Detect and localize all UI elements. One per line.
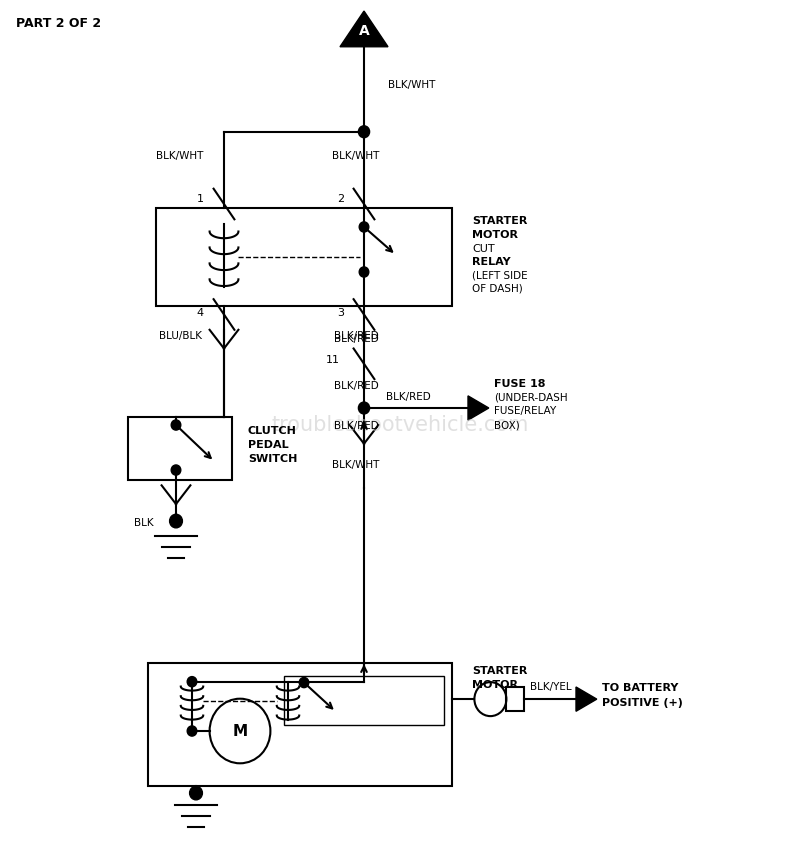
Text: FUSE/RELAY: FUSE/RELAY [494, 406, 557, 416]
Polygon shape [468, 396, 489, 420]
Text: BLK/WHT: BLK/WHT [332, 150, 380, 161]
Text: MOTOR: MOTOR [472, 680, 518, 690]
Text: BLK/WHT: BLK/WHT [332, 460, 380, 470]
Text: CUT: CUT [472, 244, 494, 253]
Text: A: A [358, 24, 370, 37]
Circle shape [170, 514, 182, 528]
Text: CLUTCH: CLUTCH [248, 427, 297, 436]
Text: (UNDER-DASH: (UNDER-DASH [494, 393, 568, 403]
Text: 4: 4 [197, 308, 204, 318]
Text: PART 2 OF 2: PART 2 OF 2 [16, 17, 101, 30]
Circle shape [358, 402, 370, 414]
Circle shape [359, 222, 369, 232]
Circle shape [187, 677, 197, 687]
Bar [506, 687, 524, 711]
Text: 2: 2 [337, 194, 344, 204]
Text: BLK: BLK [134, 518, 154, 528]
Text: BLK/WHT: BLK/WHT [156, 150, 204, 161]
Text: BLK/RED: BLK/RED [334, 331, 378, 341]
Bar [284, 676, 444, 724]
Bar [148, 663, 452, 786]
Circle shape [190, 786, 202, 800]
Polygon shape [576, 687, 597, 711]
Text: MOTOR: MOTOR [472, 230, 518, 240]
Text: OF DASH): OF DASH) [472, 284, 522, 293]
Text: BLK/RED: BLK/RED [334, 381, 378, 391]
Text: SWITCH: SWITCH [248, 454, 298, 463]
Text: 11: 11 [326, 355, 340, 366]
Circle shape [358, 126, 370, 138]
Text: PEDAL: PEDAL [248, 440, 289, 450]
Circle shape [171, 465, 181, 475]
Text: troubleshootvehicle.com: troubleshootvehicle.com [271, 415, 529, 435]
Text: BLK/RED: BLK/RED [334, 334, 378, 344]
Text: POSITIVE (+): POSITIVE (+) [602, 698, 683, 707]
Circle shape [299, 677, 309, 688]
Text: 3: 3 [337, 308, 344, 318]
Text: FUSE 18: FUSE 18 [494, 379, 546, 389]
Text: STARTER: STARTER [472, 666, 527, 677]
Text: RELAY: RELAY [472, 258, 510, 267]
Circle shape [171, 420, 181, 430]
Text: BLK/YEL: BLK/YEL [530, 683, 572, 692]
Circle shape [187, 726, 197, 736]
Text: BLK/RED: BLK/RED [386, 392, 430, 402]
Text: BLK/RED: BLK/RED [334, 421, 378, 431]
Bar [128, 416, 232, 480]
Text: 1: 1 [197, 194, 204, 204]
Circle shape [359, 267, 369, 277]
Text: TO BATTERY: TO BATTERY [602, 683, 678, 693]
Bar [156, 208, 452, 306]
Text: BOX): BOX) [494, 420, 520, 430]
Polygon shape [340, 11, 388, 47]
Text: STARTER: STARTER [472, 217, 527, 226]
Text: BLU/BLK: BLU/BLK [158, 331, 202, 341]
Text: (LEFT SIDE: (LEFT SIDE [472, 271, 528, 280]
Text: BLK/WHT: BLK/WHT [388, 80, 435, 90]
Text: M: M [233, 723, 247, 739]
